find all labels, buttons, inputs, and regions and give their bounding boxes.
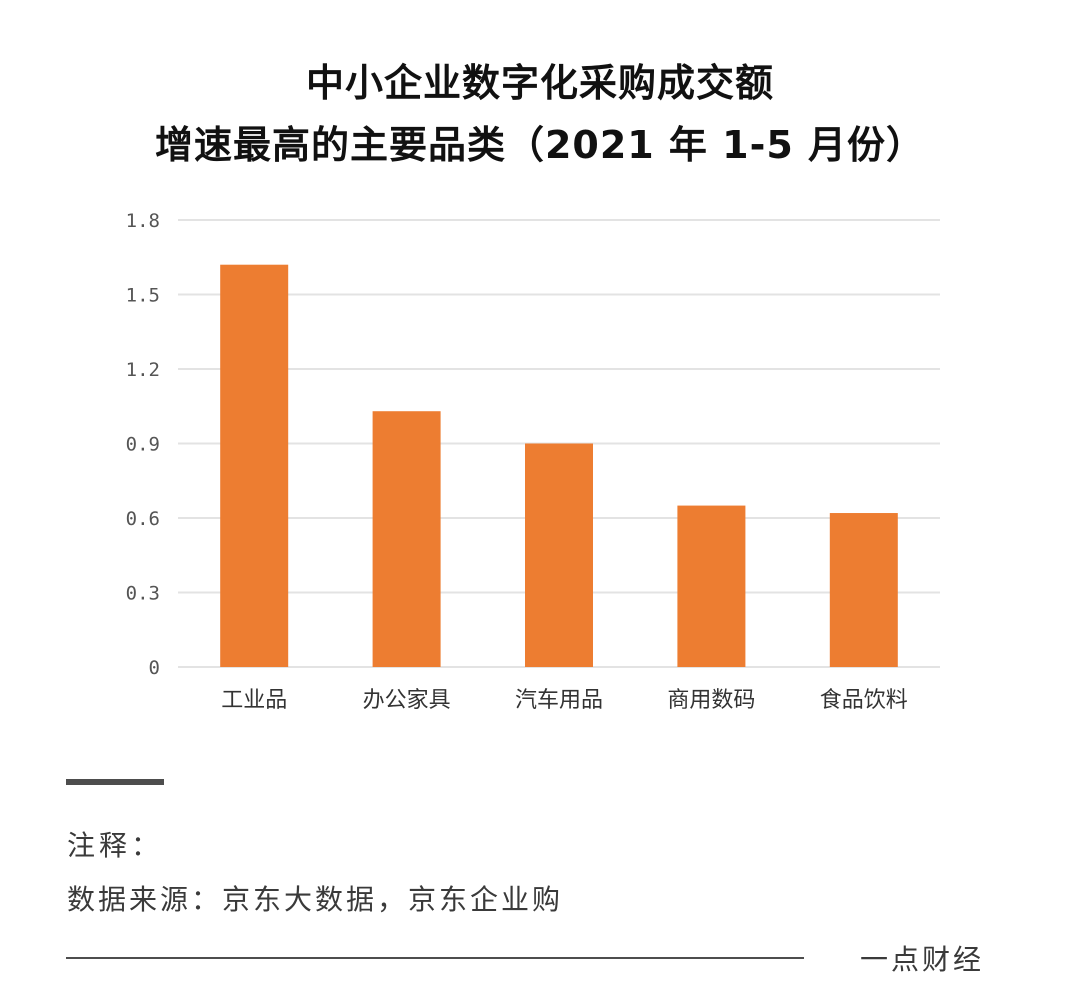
footer-divider bbox=[66, 957, 804, 959]
bar bbox=[829, 513, 898, 667]
y-tick-label: 1.8 bbox=[126, 210, 160, 232]
bar bbox=[220, 264, 289, 667]
y-tick-label: 0.9 bbox=[126, 434, 160, 456]
chart-title-line-1: 中小企业数字化采购成交额 bbox=[305, 61, 774, 105]
y-tick-label: 0 bbox=[149, 657, 160, 679]
bar bbox=[677, 505, 746, 667]
chart-title-line-2: 增速最高的主要品类（2021 年 1-5 月份） bbox=[154, 123, 926, 167]
x-category-label: 工业品 bbox=[221, 688, 287, 713]
y-tick-label: 0.3 bbox=[126, 583, 160, 605]
x-axis-category-labels: 工业品 办公家具 汽车用品 商用数码 食品饮料 bbox=[221, 688, 908, 713]
notes-label: 注释： bbox=[67, 829, 164, 862]
bar bbox=[372, 411, 441, 667]
x-category-label: 食品饮料 bbox=[820, 688, 908, 713]
bars bbox=[220, 264, 898, 667]
x-category-label: 办公家具 bbox=[363, 688, 451, 713]
bar bbox=[525, 443, 593, 667]
x-category-label: 商用数码 bbox=[667, 688, 755, 713]
notes-divider bbox=[66, 779, 164, 785]
y-tick-label: 1.5 bbox=[126, 285, 160, 307]
y-tick-label: 0.6 bbox=[126, 508, 160, 530]
y-tick-label: 1.2 bbox=[126, 359, 160, 381]
brand-name: 一点财经 bbox=[860, 943, 985, 976]
y-axis-tick-labels: 0 0.3 0.6 0.9 1.2 1.5 1.8 bbox=[126, 210, 160, 679]
bar-chart: 0 0.3 0.6 0.9 1.2 1.5 1.8 工业品 办公家具 汽车用品 商用数码 食品饮料 bbox=[126, 210, 940, 713]
data-source: 数据来源：京东大数据，京东企业购 bbox=[67, 883, 564, 916]
x-category-label: 汽车用品 bbox=[515, 688, 603, 713]
